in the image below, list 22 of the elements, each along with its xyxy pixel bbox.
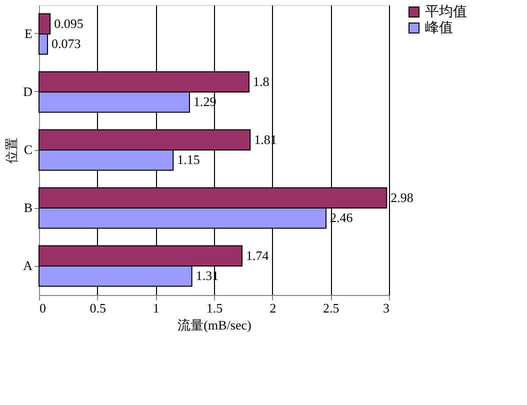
y-tick-label: D	[23, 84, 32, 99]
y-tick-label: E	[24, 26, 33, 41]
y-tick-label: B	[24, 200, 33, 215]
x-tick-label: 0	[40, 300, 46, 316]
data-label: 0.073	[52, 36, 81, 52]
legend-label: 平均值	[425, 4, 467, 20]
x-tick-label: 1.5	[206, 300, 223, 316]
x-tick-label: 2	[270, 300, 276, 316]
y-tick-label: A	[23, 258, 34, 273]
data-label: 0.095	[54, 16, 84, 31]
x-tick-label: 3	[383, 300, 390, 316]
data-label: 1.74	[246, 248, 270, 263]
legend-label: 峰值	[425, 20, 453, 36]
x-tick-label: 2.5	[323, 300, 340, 316]
x-tick-label: 0.5	[90, 300, 106, 316]
data-label: 2.98	[390, 190, 414, 205]
y-tick-label: C	[24, 142, 32, 157]
x-tick-label: 1	[152, 300, 160, 316]
x-axis-title: 流量(mB/sec)	[178, 318, 252, 332]
data-label: 1.15	[177, 152, 200, 168]
data-label: 1.8	[253, 74, 270, 89]
y-axis-title: 位置	[4, 138, 20, 164]
